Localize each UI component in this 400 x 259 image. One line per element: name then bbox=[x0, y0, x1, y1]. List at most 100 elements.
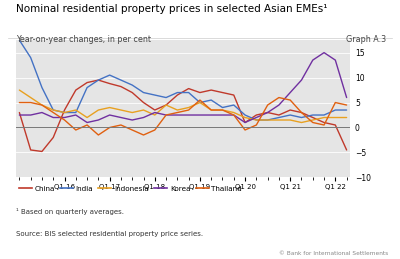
Thailand bbox=[299, 111, 304, 114]
India bbox=[333, 109, 338, 112]
China bbox=[344, 148, 349, 152]
Indonesia bbox=[164, 104, 168, 107]
Line: China: China bbox=[19, 80, 347, 152]
India bbox=[209, 98, 214, 102]
Korea bbox=[276, 104, 281, 107]
Indonesia bbox=[85, 116, 90, 119]
Korea bbox=[17, 113, 22, 117]
Korea bbox=[28, 113, 33, 117]
China bbox=[40, 150, 44, 153]
India bbox=[164, 96, 168, 99]
India bbox=[152, 93, 157, 97]
China bbox=[152, 109, 157, 112]
Indonesia bbox=[344, 116, 349, 119]
China bbox=[220, 91, 225, 94]
Thailand bbox=[310, 121, 315, 124]
India bbox=[175, 91, 180, 94]
Indonesia bbox=[141, 109, 146, 112]
Thailand bbox=[209, 109, 214, 112]
India bbox=[344, 109, 349, 112]
China bbox=[51, 136, 56, 139]
Korea bbox=[107, 113, 112, 117]
Indonesia bbox=[74, 109, 78, 112]
Korea bbox=[265, 111, 270, 114]
India bbox=[254, 118, 259, 121]
China bbox=[175, 93, 180, 97]
Indonesia bbox=[333, 116, 338, 119]
Korea bbox=[288, 91, 292, 94]
Indonesia bbox=[62, 111, 67, 114]
Thailand bbox=[186, 109, 191, 112]
Thailand bbox=[344, 104, 349, 107]
Indonesia bbox=[265, 118, 270, 121]
Indonesia bbox=[299, 121, 304, 124]
India bbox=[85, 86, 90, 89]
China bbox=[243, 121, 248, 124]
India bbox=[96, 78, 101, 82]
Thailand bbox=[322, 124, 326, 127]
Korea bbox=[152, 111, 157, 114]
China bbox=[288, 109, 292, 112]
Thailand bbox=[85, 124, 90, 127]
Indonesia bbox=[96, 109, 101, 112]
Korea bbox=[344, 96, 349, 99]
Thailand bbox=[231, 113, 236, 117]
Korea bbox=[141, 116, 146, 119]
China bbox=[28, 148, 33, 152]
India bbox=[265, 118, 270, 121]
Indonesia bbox=[107, 106, 112, 109]
Korea bbox=[333, 59, 338, 62]
Thailand bbox=[62, 118, 67, 121]
China bbox=[198, 91, 202, 94]
India bbox=[118, 78, 123, 82]
Korea bbox=[175, 113, 180, 117]
Indonesia bbox=[186, 106, 191, 109]
Thailand bbox=[164, 113, 168, 117]
Legend: China, India, Indonesia, Korea, Thailand: China, India, Indonesia, Korea, Thailand bbox=[16, 183, 245, 195]
Korea bbox=[186, 113, 191, 117]
Indonesia bbox=[152, 113, 157, 117]
India bbox=[28, 56, 33, 59]
China bbox=[186, 87, 191, 90]
Korea bbox=[130, 118, 135, 121]
Thailand bbox=[333, 101, 338, 104]
Thailand bbox=[74, 128, 78, 132]
Thailand bbox=[175, 111, 180, 114]
India bbox=[51, 109, 56, 112]
India bbox=[288, 113, 292, 117]
Korea bbox=[209, 113, 214, 117]
Indonesia bbox=[243, 116, 248, 119]
Thailand bbox=[17, 101, 22, 104]
China bbox=[310, 116, 315, 119]
India bbox=[141, 91, 146, 94]
India bbox=[186, 91, 191, 94]
Line: Thailand: Thailand bbox=[19, 98, 347, 135]
Thailand bbox=[40, 104, 44, 107]
China bbox=[276, 113, 281, 117]
Indonesia bbox=[51, 109, 56, 112]
Korea bbox=[310, 59, 315, 62]
Text: Year-on-year changes, in per cent: Year-on-year changes, in per cent bbox=[16, 35, 151, 44]
Thailand bbox=[198, 98, 202, 102]
Indonesia bbox=[28, 96, 33, 99]
Thailand bbox=[118, 124, 123, 127]
China bbox=[107, 82, 112, 85]
China bbox=[209, 89, 214, 92]
Indonesia bbox=[17, 89, 22, 92]
Thailand bbox=[28, 101, 33, 104]
Korea bbox=[322, 51, 326, 54]
Korea bbox=[118, 116, 123, 119]
Korea bbox=[243, 121, 248, 124]
Korea bbox=[299, 78, 304, 82]
Line: India: India bbox=[19, 40, 347, 120]
Indonesia bbox=[322, 116, 326, 119]
Indonesia bbox=[276, 118, 281, 121]
Thailand bbox=[107, 126, 112, 129]
China bbox=[74, 89, 78, 92]
China bbox=[118, 85, 123, 88]
India bbox=[310, 113, 315, 117]
Thailand bbox=[96, 133, 101, 136]
China bbox=[254, 113, 259, 117]
India bbox=[299, 116, 304, 119]
China bbox=[231, 93, 236, 97]
